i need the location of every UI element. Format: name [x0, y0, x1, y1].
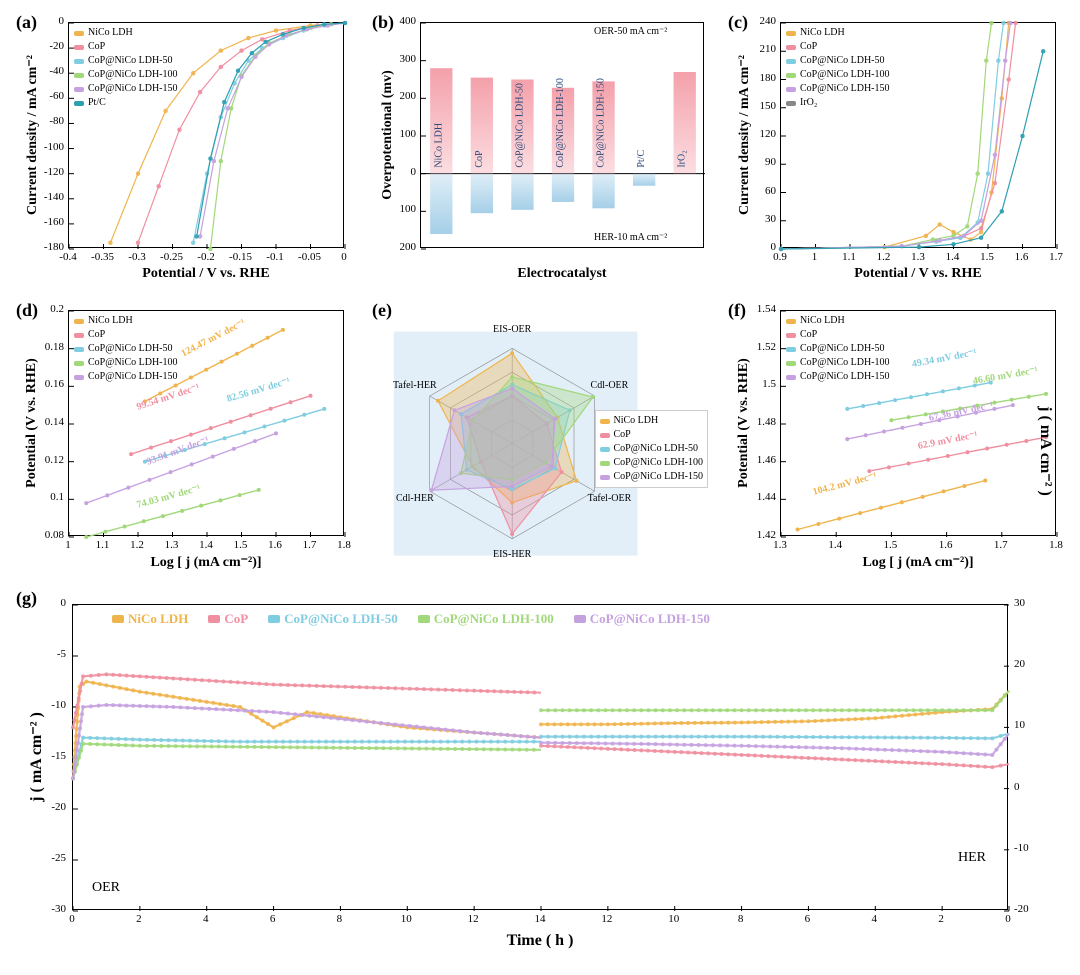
svg-text:CoP@NiCo LDH-50: CoP@NiCo LDH-50 — [514, 83, 525, 168]
svg-text:CoP@NiCo LDH-100: CoP@NiCo LDH-100 — [555, 78, 566, 168]
panel-c: (c)0.911.11.21.31.41.51.61.7030609012015… — [722, 10, 1070, 290]
figure-grid: (a)-0.4-0.35-0.3-0.25-0.2-0.15-0.1-0.050… — [0, 0, 1080, 975]
legend: NiCo LDHCoPCoP@NiCo LDH-50CoP@NiCo LDH-1… — [786, 314, 890, 384]
panel-g: (g)02468101214121086420-30-25-20-15-10-5… — [10, 586, 1070, 956]
panel-e: (e)EIS-OERCdl-OERTafel-OEREIS-HERCdl-HER… — [366, 298, 714, 578]
panel-a: (a)-0.4-0.35-0.3-0.25-0.2-0.15-0.1-0.050… — [10, 10, 358, 290]
legend: NiCo LDHCoPCoP@NiCo LDH-50CoP@NiCo LDH-1… — [74, 26, 178, 110]
svg-text:NiCo LDH: NiCo LDH — [433, 123, 444, 168]
legend: NiCo LDHCoPCoP@NiCo LDH-50CoP@NiCo LDH-1… — [786, 26, 890, 110]
svg-text:Pt/C: Pt/C — [636, 150, 647, 168]
svg-text:CoP@NiCo LDH-150: CoP@NiCo LDH-150 — [596, 78, 607, 167]
panel-b: (b)NiCo LDHCoPCoP@NiCo LDH-50CoP@NiCo LD… — [366, 10, 714, 290]
panel-f: (f)1.31.41.51.61.71.81.421.441.461.481.5… — [722, 298, 1070, 578]
svg-text:CoP: CoP — [474, 150, 485, 168]
svg-text:IrO₂: IrO₂ — [677, 150, 688, 167]
legend: NiCo LDHCoPCoP@NiCo LDH-50CoP@NiCo LDH-1… — [74, 314, 178, 384]
panel-d: (d)11.11.21.31.41.51.61.71.80.080.10.120… — [10, 298, 358, 578]
